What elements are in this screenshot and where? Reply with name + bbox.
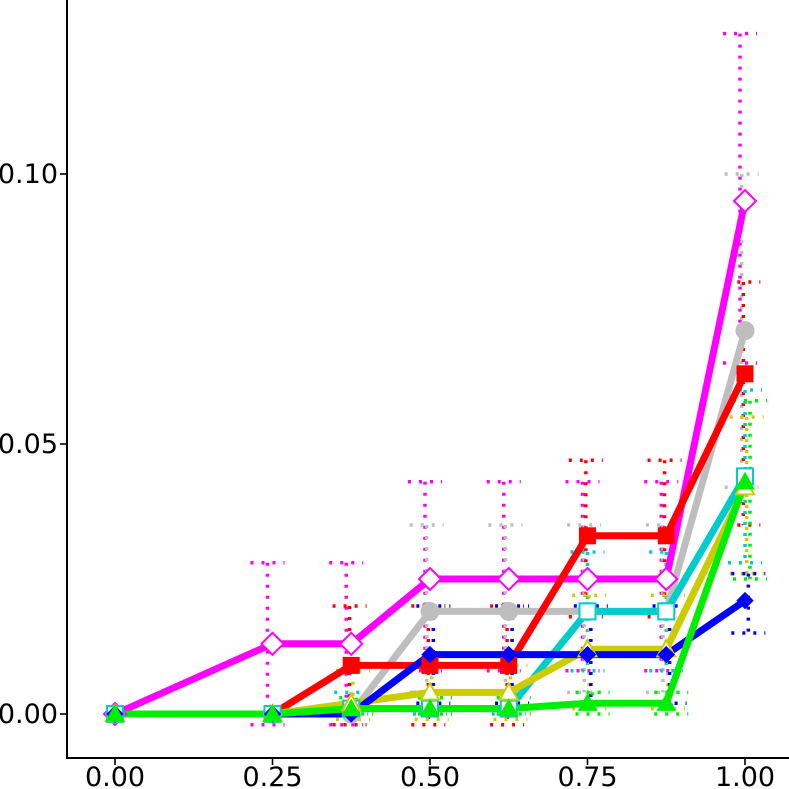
data-point (417, 566, 443, 592)
data-point (496, 566, 522, 592)
data-point (656, 693, 677, 711)
y-tick-label: 0.10 (0, 159, 58, 190)
plot-panel (66, 0, 789, 759)
x-tick-label: 0.25 (242, 762, 302, 789)
data-point (575, 566, 600, 592)
x-tick-label: 1.00 (715, 762, 775, 789)
data-point (498, 698, 519, 717)
series-lines (111, 197, 749, 718)
series-line-6 (111, 478, 749, 718)
x-tick-label: 0.00 (85, 762, 145, 789)
data-point (500, 645, 518, 664)
data-point (577, 693, 598, 711)
data-point (657, 645, 675, 664)
y-tick-label: 0.00 (0, 699, 58, 730)
data-point (420, 698, 440, 717)
data-point (499, 601, 519, 621)
series-markers (102, 188, 758, 727)
data-point (421, 645, 439, 664)
data-point (260, 631, 285, 657)
data-point (105, 703, 125, 722)
y-axis: 0.00 0.05 0.10 (0, 159, 67, 730)
data-point (579, 527, 596, 545)
x-tick-label: 0.75 (557, 762, 617, 789)
data-point (342, 656, 360, 674)
data-point (578, 602, 597, 621)
data-point (338, 631, 364, 657)
data-point (420, 601, 440, 621)
data-point (736, 365, 754, 383)
data-point (736, 591, 754, 610)
data-point (657, 527, 675, 545)
data-point (735, 321, 755, 341)
data-point (657, 602, 676, 621)
data-point (735, 471, 755, 490)
x-axis: 0.00 0.25 0.50 0.75 1.00 (85, 758, 775, 789)
y-tick-label: 0.05 (0, 429, 58, 460)
data-point (341, 698, 362, 717)
x-tick-label: 0.50 (400, 762, 460, 789)
series-line-2 (111, 370, 749, 718)
data-point (653, 566, 679, 592)
series-line-0 (111, 197, 749, 718)
data-point (732, 188, 758, 214)
data-point (262, 703, 283, 722)
data-point (578, 645, 597, 664)
